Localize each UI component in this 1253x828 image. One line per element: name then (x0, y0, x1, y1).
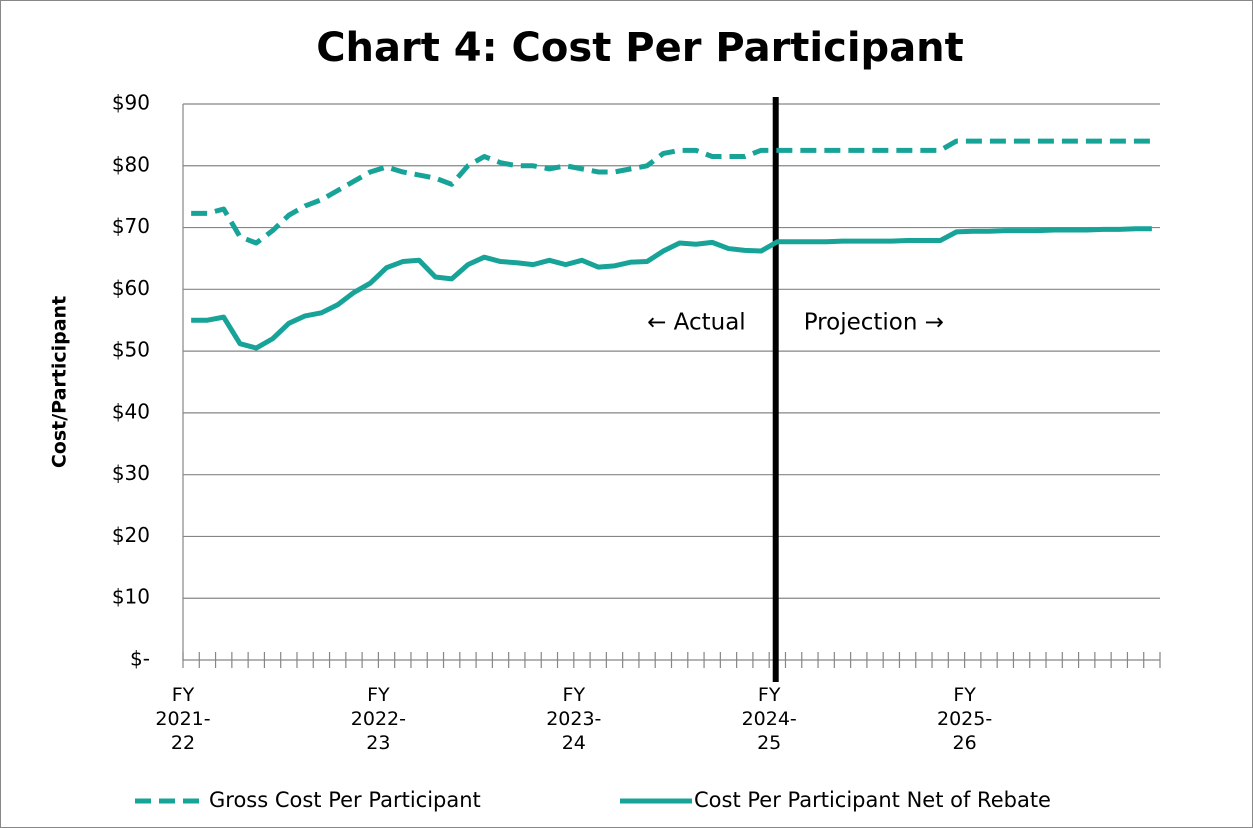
series-line (191, 226, 1152, 351)
annotation: ← Actual (647, 310, 746, 336)
legend-label: Gross Cost Per Participant (209, 788, 481, 812)
y-tick-label: $70 (112, 214, 150, 238)
series-line (191, 138, 1152, 246)
chart-title: Chart 4: Cost Per Participant (316, 25, 964, 71)
x-tick-label: FY 2021-22 (155, 684, 211, 754)
x-tick-label: FY 2024-25 (741, 684, 797, 754)
y-tick-label: $40 (112, 399, 150, 423)
y-tick-label: $90 (112, 91, 150, 115)
y-tick-label: $80 (112, 152, 150, 176)
x-tick-label: FY 2022-23 (350, 684, 406, 754)
x-tick-label: FY 2023-24 (546, 684, 602, 754)
annotation: Projection → (804, 310, 944, 336)
y-axis-label: Cost/Participant (49, 296, 71, 468)
y-tick-label: $50 (112, 338, 150, 362)
y-tick-label: $- (130, 647, 150, 671)
y-tick-label: $20 (112, 523, 150, 547)
y-tick-label: $60 (112, 276, 150, 300)
x-tick-label: FY 2025-26 (936, 684, 993, 754)
legend-label: Cost Per Participant Net of Rebate (694, 788, 1051, 812)
y-tick-label: $30 (112, 461, 150, 485)
y-tick-label: $10 (112, 585, 150, 609)
